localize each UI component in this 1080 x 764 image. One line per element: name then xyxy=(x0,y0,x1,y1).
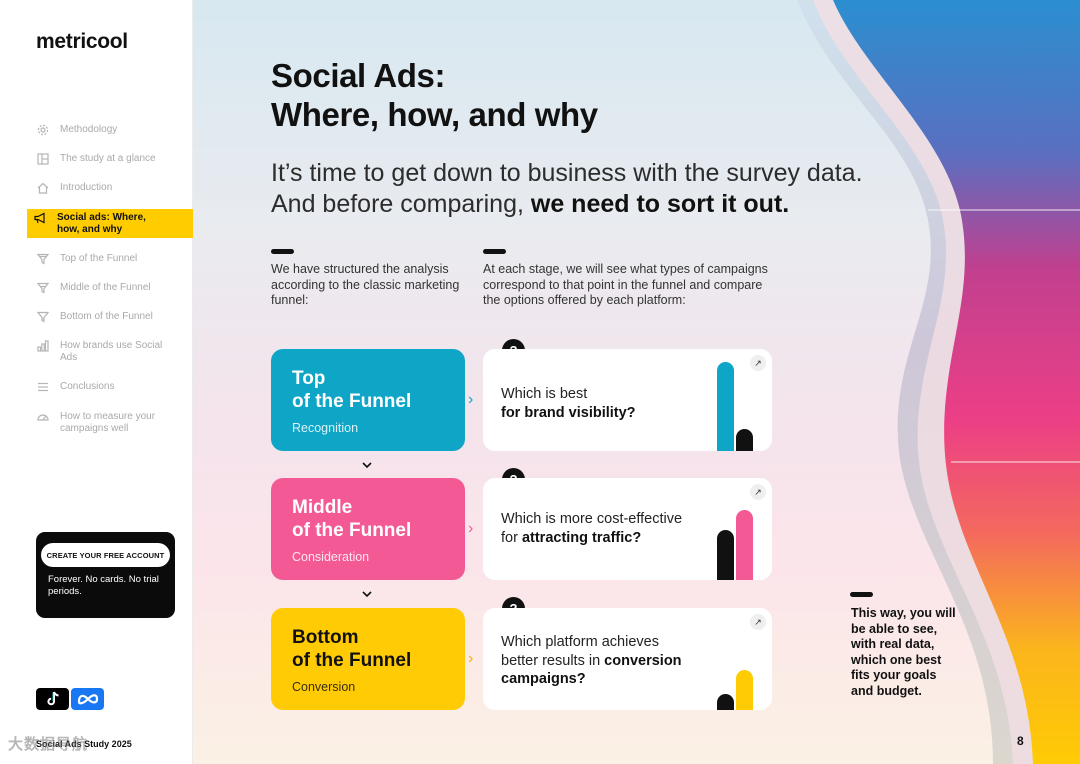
question-bold: for brand visibility? xyxy=(501,404,636,421)
question-card-middle: Which is more cost-effective for attract… xyxy=(483,478,772,580)
sidebar: metricool Methodology The study at a gla… xyxy=(0,0,193,764)
question-line-2: for attracting traffic? xyxy=(501,529,682,548)
stage-title-line-1: Middle xyxy=(292,497,353,518)
dash-divider xyxy=(271,249,294,254)
sidebar-item-label: Methodology xyxy=(60,124,118,135)
sidebar-item-label: How brands use Social Ads xyxy=(60,340,163,363)
sidebar-item-top-funnel[interactable]: Top of the Funnel xyxy=(30,253,193,265)
chevron-right-icon: › xyxy=(468,520,474,537)
stage-title-line-2: of the Funnel xyxy=(292,520,412,541)
question-plain-2: better results in xyxy=(501,652,605,669)
sidebar-item-introduction[interactable]: Introduction xyxy=(30,182,193,194)
layout-icon xyxy=(36,153,50,165)
intro-left: We have structured the analysis accordin… xyxy=(271,262,460,307)
create-account-button[interactable]: CREATE YOUR FREE ACCOUNT xyxy=(41,543,170,567)
home-icon xyxy=(36,182,50,194)
tiktok-icon[interactable] xyxy=(36,688,69,710)
cta-text: Forever. No cards. No trial periods. xyxy=(48,574,159,597)
sidebar-item-social-ads[interactable]: Social ads: Where, how, and why xyxy=(27,209,193,238)
sidebar-item-label: Bottom of the Funnel xyxy=(60,311,153,322)
subtitle: It’s time to get down to business with t… xyxy=(271,158,863,220)
funnel-icon xyxy=(36,311,50,323)
funnel-icon xyxy=(36,282,50,294)
gear-icon xyxy=(36,124,50,136)
question-text: Which platform achieves better results i… xyxy=(501,633,682,689)
sidebar-item-conclusions[interactable]: Conclusions xyxy=(30,381,193,393)
subtitle-line-2: And before comparing, we need to sort it… xyxy=(271,189,863,220)
question-card-top: Which is best for brand visibility? ↗ xyxy=(483,349,772,451)
metricool-logo[interactable]: metricool xyxy=(36,30,128,53)
decorative-gradient-wave xyxy=(797,0,1080,764)
question-bold: conversion xyxy=(604,652,682,669)
page-number: 8 xyxy=(1017,734,1024,748)
megaphone-icon xyxy=(33,212,47,224)
bar-tiktok xyxy=(717,362,734,451)
question-plain: Which is best xyxy=(501,386,588,402)
bar-meta xyxy=(717,530,734,580)
question-plain: Which is more cost-effective xyxy=(501,511,683,527)
chevron-right-icon: › xyxy=(468,650,474,667)
question-card-bottom: Which platform achieves better results i… xyxy=(483,608,772,710)
sidebar-item-methodology[interactable]: Methodology xyxy=(30,124,193,136)
stage-subtitle: Conversion xyxy=(292,680,356,694)
cta-card: CREATE YOUR FREE ACCOUNT Forever. No car… xyxy=(36,532,175,618)
subtitle-line-1: It’s time to get down to business with t… xyxy=(271,159,863,187)
subtitle-bold: we need to sort it out. xyxy=(530,190,790,218)
footer-study-name: Social Ads Study 2025 xyxy=(36,739,132,749)
title-line-2: Where, how, and why xyxy=(271,96,598,133)
sidebar-item-middle-funnel[interactable]: Middle of the Funnel xyxy=(30,282,193,294)
stage-title-line-2: of the Funnel xyxy=(292,391,412,412)
stage-subtitle: Recognition xyxy=(292,421,359,435)
sidebar-item-study-at-a-glance[interactable]: The study at a glance xyxy=(30,153,193,165)
dash-divider xyxy=(483,249,506,254)
external-link-icon[interactable]: ↗ xyxy=(750,355,766,371)
chevron-down-icon xyxy=(362,462,372,469)
question-plain-2: for xyxy=(501,529,522,546)
closing-note: This way, you will be able to see, with … xyxy=(851,606,956,698)
stage-card-bottom[interactable]: Bottom of the Funnel Conversion xyxy=(271,608,465,710)
stage-card-top[interactable]: Top of the Funnel Recognition xyxy=(271,349,465,451)
dash-divider xyxy=(850,592,873,597)
main-content: Social Ads: Where, how, and why It’s tim… xyxy=(193,0,1080,764)
stage-card-middle[interactable]: Middle of the Funnel Consideration xyxy=(271,478,465,580)
external-link-icon[interactable]: ↗ xyxy=(750,484,766,500)
list-icon xyxy=(36,381,50,393)
bar-tiktok xyxy=(736,670,753,710)
stage-title-line-2: of the Funnel xyxy=(292,650,412,671)
stage-title-line-1: Bottom xyxy=(292,627,359,648)
sidebar-item-how-brands[interactable]: How brands use Social Ads xyxy=(30,340,193,364)
chevron-down-icon xyxy=(362,591,372,598)
sidebar-item-bottom-funnel[interactable]: Bottom of the Funnel xyxy=(30,311,193,323)
sidebar-item-label: How to measure your campaigns well xyxy=(60,411,156,434)
question-text: Which is best for brand visibility? xyxy=(501,385,636,422)
question-plain: Which platform achieves xyxy=(501,634,659,650)
sidebar-item-label: Middle of the Funnel xyxy=(60,282,151,293)
chevron-right-icon: › xyxy=(468,391,474,408)
question-text: Which is more cost-effective for attract… xyxy=(501,510,682,547)
question-bold-2: campaigns? xyxy=(501,671,586,687)
sidebar-item-label: Introduction xyxy=(60,182,113,193)
funnel-icon xyxy=(36,253,50,265)
question-bold: attracting traffic? xyxy=(521,529,642,546)
bar-tiktok xyxy=(736,510,753,580)
sidebar-item-label: Social ads: Where, how, and why xyxy=(57,212,146,235)
title-line-1: Social Ads: xyxy=(271,57,446,94)
meta-icon[interactable] xyxy=(71,688,104,710)
bar-chart-icon xyxy=(36,340,50,352)
page-title: Social Ads: Where, how, and why xyxy=(271,56,598,134)
stage-subtitle: Consideration xyxy=(292,550,370,564)
watermark-text: 大数据导航 xyxy=(8,736,89,753)
bar-meta xyxy=(736,429,753,451)
subtitle-plain: And before comparing, xyxy=(271,190,531,218)
gauge-icon xyxy=(36,411,50,423)
stage-title-line-1: Top xyxy=(292,368,326,389)
sidebar-item-label: Top of the Funnel xyxy=(60,253,138,264)
question-line-2: better results in conversion xyxy=(501,652,682,671)
intro-right: At each stage, we will see what types of… xyxy=(483,262,768,307)
external-link-icon[interactable]: ↗ xyxy=(750,614,766,630)
sidebar-item-measure[interactable]: How to measure your campaigns well xyxy=(30,411,193,435)
sidebar-item-label: Conclusions xyxy=(60,381,115,392)
sidebar-item-label: The study at a glance xyxy=(60,153,156,164)
bar-meta xyxy=(717,694,734,710)
